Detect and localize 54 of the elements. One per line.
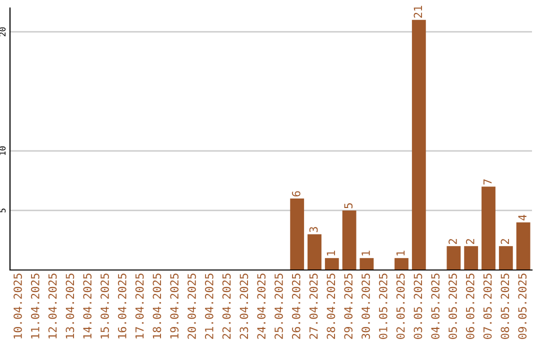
x-tick-label: 03.05.2025 bbox=[414, 274, 422, 339]
x-tick-label: 13.04.2025 bbox=[66, 274, 74, 338]
x-tick-label: 28.04.2025 bbox=[326, 274, 336, 339]
x-tick-label: 25.04.2025 bbox=[274, 274, 283, 339]
data-label: 21 bbox=[414, 6, 422, 18]
data-label: 1 bbox=[326, 250, 335, 256]
x-tick-label: 14.04.2025 bbox=[83, 274, 92, 338]
data-label: 4 bbox=[518, 214, 526, 220]
x-tick-label: 17.04.2025 bbox=[135, 274, 144, 338]
x-tick-label: 07.05.2025 bbox=[483, 274, 492, 339]
x-tick-label: 30.04.2025 bbox=[362, 274, 370, 339]
x-tick-label: 09.05.2025 bbox=[518, 274, 527, 339]
x-tick-label: 16.04.2025 bbox=[118, 274, 126, 338]
data-label: 1 bbox=[362, 250, 370, 256]
x-tick-label: 22.04.2025 bbox=[222, 274, 231, 339]
bar bbox=[360, 258, 374, 270]
x-tick-label: 27.04.2025 bbox=[309, 274, 318, 339]
x-tick-label: 24.04.2025 bbox=[257, 274, 266, 339]
data-label: 6 bbox=[292, 191, 300, 196]
x-tick-label: 10.04.2025 bbox=[14, 274, 22, 338]
x-tick-label: 29.04.2025 bbox=[344, 274, 353, 339]
x-tick-label: 23.04.2025 bbox=[240, 274, 248, 339]
x-tick-label: 26.04.2025 bbox=[292, 274, 300, 339]
x-tick-label: 01.05.2025 bbox=[378, 274, 388, 339]
x-tick-label: 04.05.2025 bbox=[431, 274, 440, 339]
bar bbox=[516, 222, 530, 270]
bar bbox=[412, 20, 426, 270]
data-label: 1 bbox=[396, 250, 405, 256]
bar bbox=[308, 234, 322, 270]
x-tick-label: 15.04.2025 bbox=[100, 274, 109, 338]
x-tick-label: 20.04.2025 bbox=[188, 274, 196, 339]
bar bbox=[290, 198, 304, 270]
bar bbox=[446, 246, 461, 270]
x-tick-label: 02.05.2025 bbox=[396, 274, 405, 339]
x-tick-label: 18.04.2025 bbox=[152, 274, 162, 338]
data-label: 5 bbox=[344, 203, 353, 208]
bar bbox=[324, 258, 339, 270]
bar bbox=[482, 186, 496, 270]
x-tick-label: 21.04.2025 bbox=[204, 274, 214, 339]
x-tick-label: 11.04.2025 bbox=[30, 274, 40, 338]
bar bbox=[464, 246, 478, 270]
x-tick-label: 19.04.2025 bbox=[170, 274, 179, 338]
data-label: 2 bbox=[466, 239, 474, 244]
data-label: 2 bbox=[500, 239, 509, 244]
bar bbox=[498, 246, 513, 270]
x-tick-label: 06.05.2025 bbox=[466, 274, 474, 339]
x-tick-label: 08.05.2025 bbox=[500, 274, 510, 339]
x-tick-label: 05.05.2025 bbox=[448, 274, 457, 339]
bar bbox=[342, 210, 356, 270]
data-label: 2 bbox=[448, 239, 457, 244]
x-tick-label: 12.04.2025 bbox=[48, 274, 57, 338]
data-label: 7 bbox=[483, 179, 492, 184]
data-label: 3 bbox=[309, 227, 318, 232]
bar bbox=[394, 258, 408, 270]
